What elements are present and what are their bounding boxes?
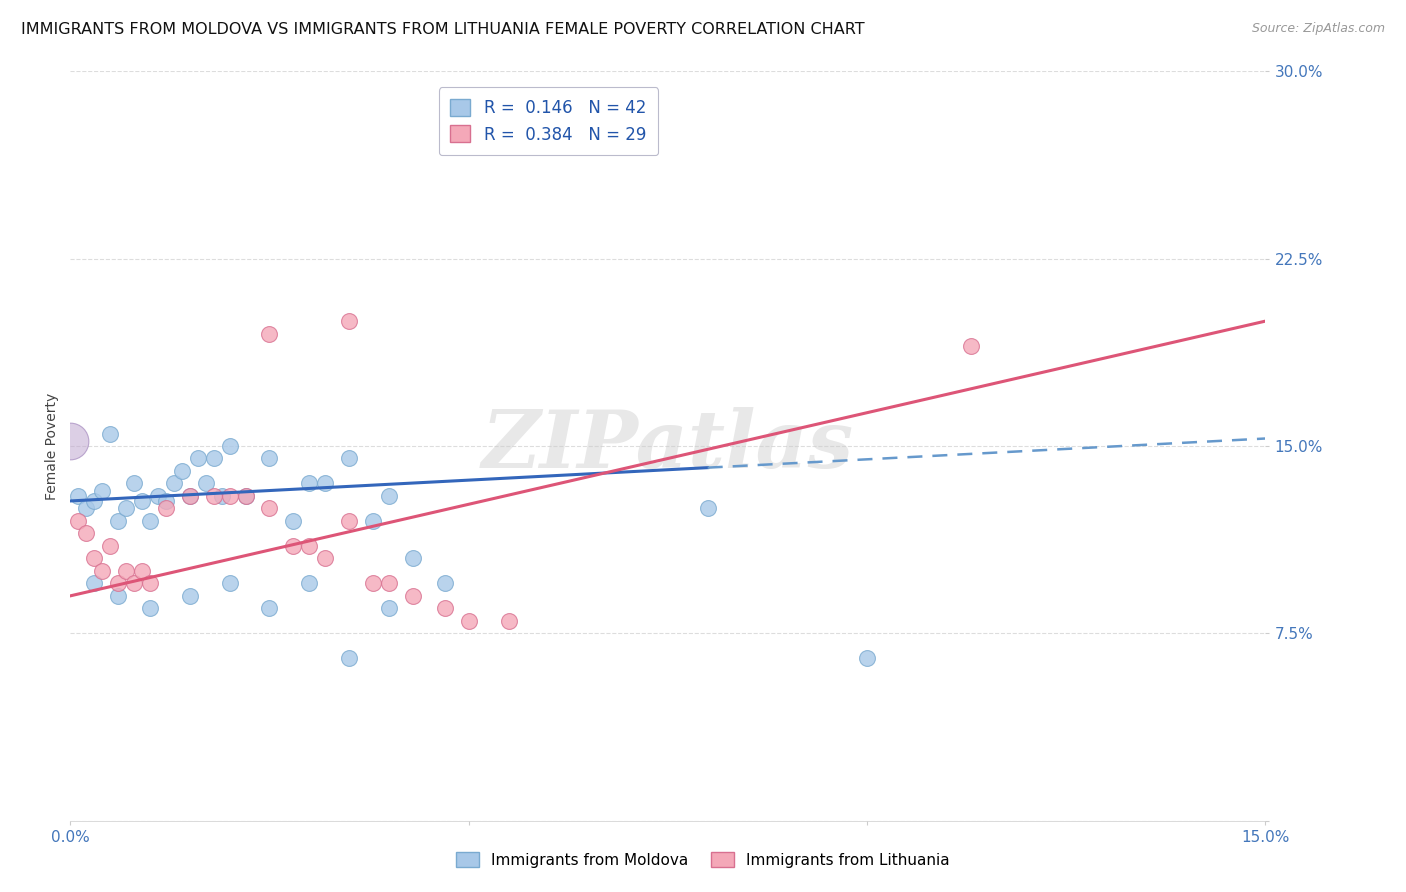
Point bbox=[314, 476, 336, 491]
Point bbox=[457, 614, 479, 628]
Point bbox=[298, 539, 321, 553]
Point bbox=[498, 614, 520, 628]
Point bbox=[115, 501, 138, 516]
Legend: Immigrants from Moldova, Immigrants from Lithuania: Immigrants from Moldova, Immigrants from… bbox=[450, 846, 956, 873]
Point bbox=[107, 514, 129, 528]
Point bbox=[259, 451, 281, 466]
Point bbox=[856, 651, 879, 665]
Point bbox=[115, 564, 138, 578]
Point bbox=[283, 539, 305, 553]
Point bbox=[163, 476, 186, 491]
Point bbox=[155, 501, 177, 516]
Point bbox=[75, 526, 97, 541]
Text: ZIPatlas: ZIPatlas bbox=[482, 408, 853, 484]
Point bbox=[107, 576, 129, 591]
Text: IMMIGRANTS FROM MOLDOVA VS IMMIGRANTS FROM LITHUANIA FEMALE POVERTY CORRELATION : IMMIGRANTS FROM MOLDOVA VS IMMIGRANTS FR… bbox=[21, 22, 865, 37]
Point bbox=[75, 501, 97, 516]
Point bbox=[91, 564, 114, 578]
Point bbox=[235, 489, 257, 503]
Point bbox=[67, 489, 90, 503]
Point bbox=[218, 576, 240, 591]
Point bbox=[83, 576, 105, 591]
Point bbox=[83, 494, 105, 508]
Point bbox=[131, 564, 153, 578]
Point bbox=[337, 514, 360, 528]
Point bbox=[337, 314, 360, 328]
Point bbox=[122, 476, 145, 491]
Legend: R =  0.146   N = 42, R =  0.384   N = 29: R = 0.146 N = 42, R = 0.384 N = 29 bbox=[439, 87, 658, 155]
Point bbox=[211, 489, 233, 503]
Point bbox=[259, 501, 281, 516]
Point bbox=[298, 576, 321, 591]
Point bbox=[98, 539, 121, 553]
Point bbox=[139, 601, 162, 615]
Point bbox=[283, 514, 305, 528]
Point bbox=[91, 483, 114, 498]
Text: Source: ZipAtlas.com: Source: ZipAtlas.com bbox=[1251, 22, 1385, 36]
Y-axis label: Female Poverty: Female Poverty bbox=[45, 392, 59, 500]
Point bbox=[122, 576, 145, 591]
Point bbox=[59, 434, 82, 448]
Point bbox=[218, 439, 240, 453]
Point bbox=[218, 489, 240, 503]
Point bbox=[170, 464, 193, 478]
Point bbox=[433, 601, 456, 615]
Point bbox=[131, 494, 153, 508]
Point bbox=[959, 339, 981, 353]
Point bbox=[179, 489, 201, 503]
Point bbox=[139, 514, 162, 528]
Point bbox=[67, 514, 90, 528]
Point bbox=[179, 489, 201, 503]
Point bbox=[235, 489, 257, 503]
Point bbox=[187, 451, 209, 466]
Point bbox=[361, 514, 384, 528]
Point bbox=[202, 489, 225, 503]
Point bbox=[378, 601, 401, 615]
Point bbox=[337, 651, 360, 665]
Point bbox=[378, 576, 401, 591]
Point bbox=[378, 489, 401, 503]
Point bbox=[298, 476, 321, 491]
Point bbox=[433, 576, 456, 591]
Point bbox=[259, 326, 281, 341]
Point bbox=[98, 426, 121, 441]
Point bbox=[194, 476, 217, 491]
Point bbox=[139, 576, 162, 591]
Point bbox=[402, 551, 425, 566]
Point bbox=[361, 576, 384, 591]
Point bbox=[314, 551, 336, 566]
Point bbox=[107, 589, 129, 603]
Point bbox=[155, 494, 177, 508]
Point bbox=[83, 551, 105, 566]
Point bbox=[259, 601, 281, 615]
Point bbox=[146, 489, 169, 503]
Point bbox=[179, 589, 201, 603]
Point bbox=[696, 501, 718, 516]
Point bbox=[202, 451, 225, 466]
Point bbox=[498, 102, 520, 116]
Point bbox=[337, 451, 360, 466]
Point bbox=[402, 589, 425, 603]
